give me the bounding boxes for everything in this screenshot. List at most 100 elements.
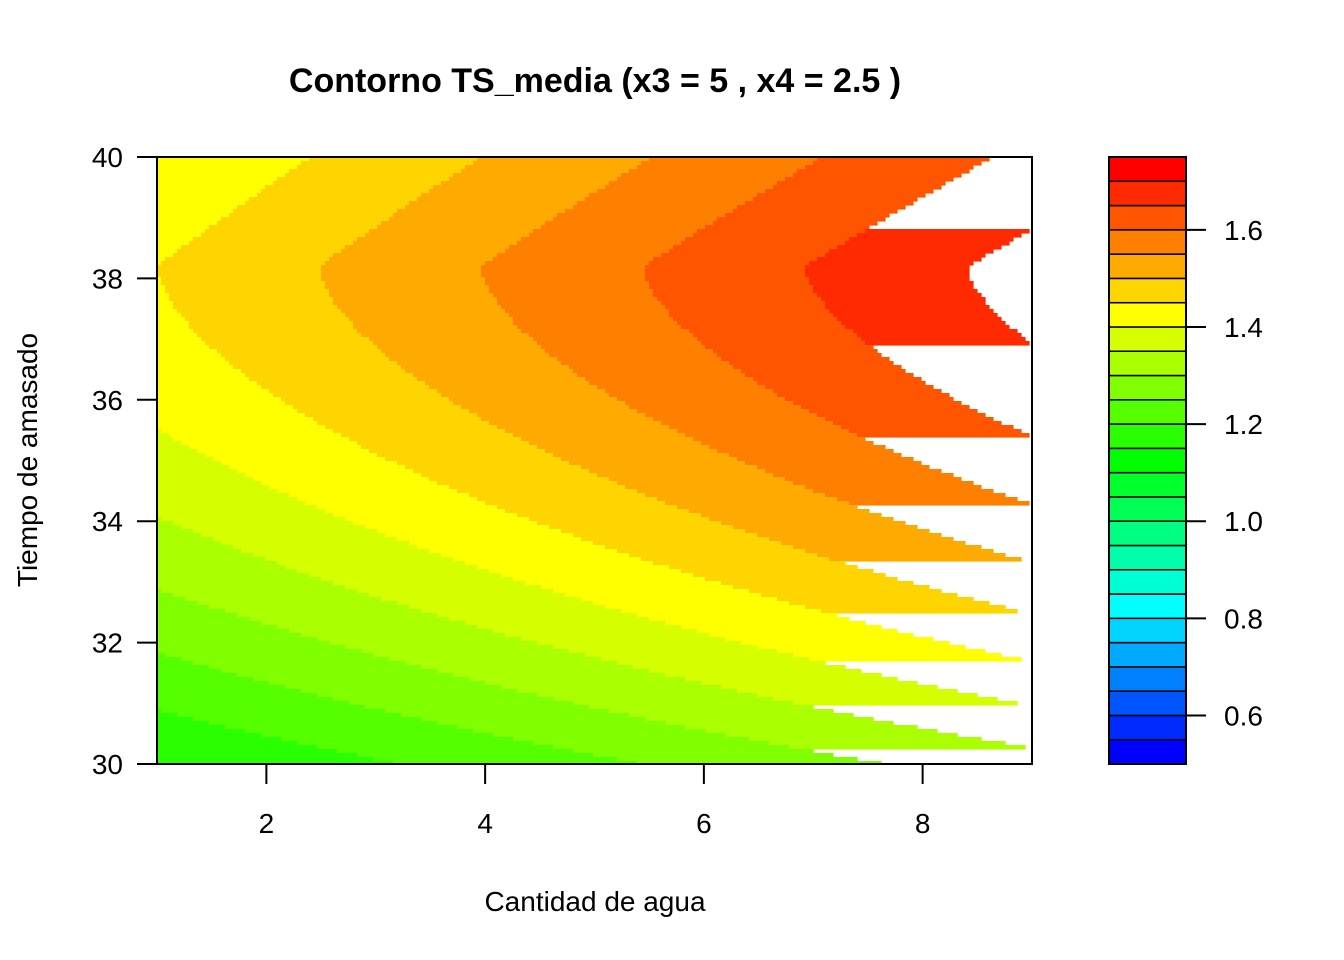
contour-band-cell [157, 561, 278, 566]
contour-band-cell [321, 273, 482, 278]
x-tick-label: 6 [696, 808, 712, 839]
contour-band-cell [577, 201, 746, 206]
contour-band-cell [157, 681, 270, 686]
contour-band-cell [389, 657, 602, 662]
contour-band-cell [229, 465, 406, 470]
contour-band-cell [157, 233, 202, 238]
contour-band-cell [349, 317, 514, 322]
contour-band-cell [157, 513, 334, 518]
contour-band-cell [469, 677, 686, 682]
contour-band-cell [345, 313, 510, 318]
contour-band-cell [685, 237, 850, 242]
contour-band-cell [157, 481, 262, 486]
contour-band-cell [273, 393, 442, 398]
contour-band-cell [693, 233, 858, 238]
contour-band-cell [209, 225, 378, 230]
contour-band-cell [157, 529, 194, 534]
contour-band-cell [817, 157, 990, 162]
contour-band-cell [397, 601, 594, 606]
contour-band-cell [617, 397, 786, 402]
contour-band-cell [561, 529, 746, 534]
contour-band-cell [257, 381, 426, 386]
contour-band-cell [665, 621, 866, 626]
contour-band-cell [157, 549, 242, 554]
contour-band-cell [497, 301, 662, 306]
x-tick-label: 2 [259, 808, 275, 839]
contour-band-cell [157, 361, 230, 366]
contour-band-cell [165, 285, 326, 290]
contour-band-cell [157, 585, 346, 590]
contour-band-cell [373, 653, 586, 658]
contour-band-cell [521, 329, 690, 334]
contour-band-cell [685, 725, 918, 730]
contour-band-cell [425, 381, 590, 386]
contour-band-cell [325, 285, 490, 290]
contour-band-cell [357, 441, 530, 446]
contour-band-cell [617, 757, 858, 762]
contour-band-cell [757, 533, 942, 538]
contour-band-cell [157, 705, 366, 710]
contour-band-cell [249, 617, 450, 622]
colorbar-swatch [1108, 301, 1187, 328]
contour-band-cell [465, 561, 654, 566]
contour-band-cell [157, 177, 278, 182]
contour-band-cell [357, 329, 522, 334]
contour-band-cell [157, 741, 298, 746]
contour-band-cell [721, 685, 938, 690]
contour-band-cell [209, 605, 410, 610]
contour-band-cell [157, 393, 274, 398]
contour-band-cell [461, 169, 630, 174]
contour-band-cell [345, 585, 542, 590]
contour-band-cell [465, 165, 638, 170]
contour-band-cell [853, 329, 1018, 334]
contour-band-cell [793, 545, 982, 550]
contour-band-cell [809, 277, 970, 282]
contour-band-cell [733, 585, 930, 590]
contour-band-cell [757, 645, 966, 650]
contour-band-cell [597, 473, 774, 478]
contour-band-cell [261, 621, 466, 626]
contour-band-cell [437, 669, 650, 674]
contour-band-cell [745, 529, 930, 534]
contour-band-cell [157, 461, 222, 466]
contour-band-cell [569, 649, 778, 654]
contour-band-cell [677, 505, 858, 510]
contour-band-cell [645, 273, 806, 278]
contour-band-cell [749, 737, 982, 742]
contour-band-cell [181, 313, 346, 318]
contour-band-cell [813, 489, 994, 494]
contour-band-cell [369, 593, 566, 598]
contour-band-cell [225, 725, 458, 730]
contour-band-cell [793, 653, 1002, 658]
contour-band-cell [169, 297, 334, 302]
contour-band-cell [481, 269, 646, 274]
contour-band-cell [225, 609, 422, 614]
contour-band-cell [233, 209, 398, 214]
contour-band-cell [229, 361, 398, 366]
contour-band-cell [385, 353, 550, 358]
contour-band-cell [825, 253, 986, 258]
x-tick-label: 8 [915, 808, 931, 839]
contour-band-cell [421, 193, 590, 198]
contour-band-cell [453, 401, 626, 406]
contour-band-cell [289, 169, 462, 174]
contour-band-cell [233, 545, 418, 550]
contour-band-cell [773, 473, 954, 478]
contour-band-cell [649, 281, 810, 286]
contour-band-cell [681, 325, 846, 330]
contour-band-cell [369, 449, 546, 454]
contour-band-cell [157, 257, 166, 262]
contour-band-cell [497, 505, 678, 510]
contour-band-cell [505, 509, 690, 514]
contour-band-cell [593, 541, 782, 546]
contour-band-cell [157, 357, 226, 362]
contour-band-cell [793, 701, 1018, 706]
contour-band-cell [345, 517, 530, 522]
contour-band-cell [713, 221, 878, 226]
contour-band-cell [421, 717, 646, 722]
contour-band-cell [329, 641, 538, 646]
contour-band-cell [161, 517, 346, 522]
contour-band-cell [737, 457, 914, 462]
contour-band-cell [465, 621, 666, 626]
colorbar-swatch [1108, 714, 1187, 741]
